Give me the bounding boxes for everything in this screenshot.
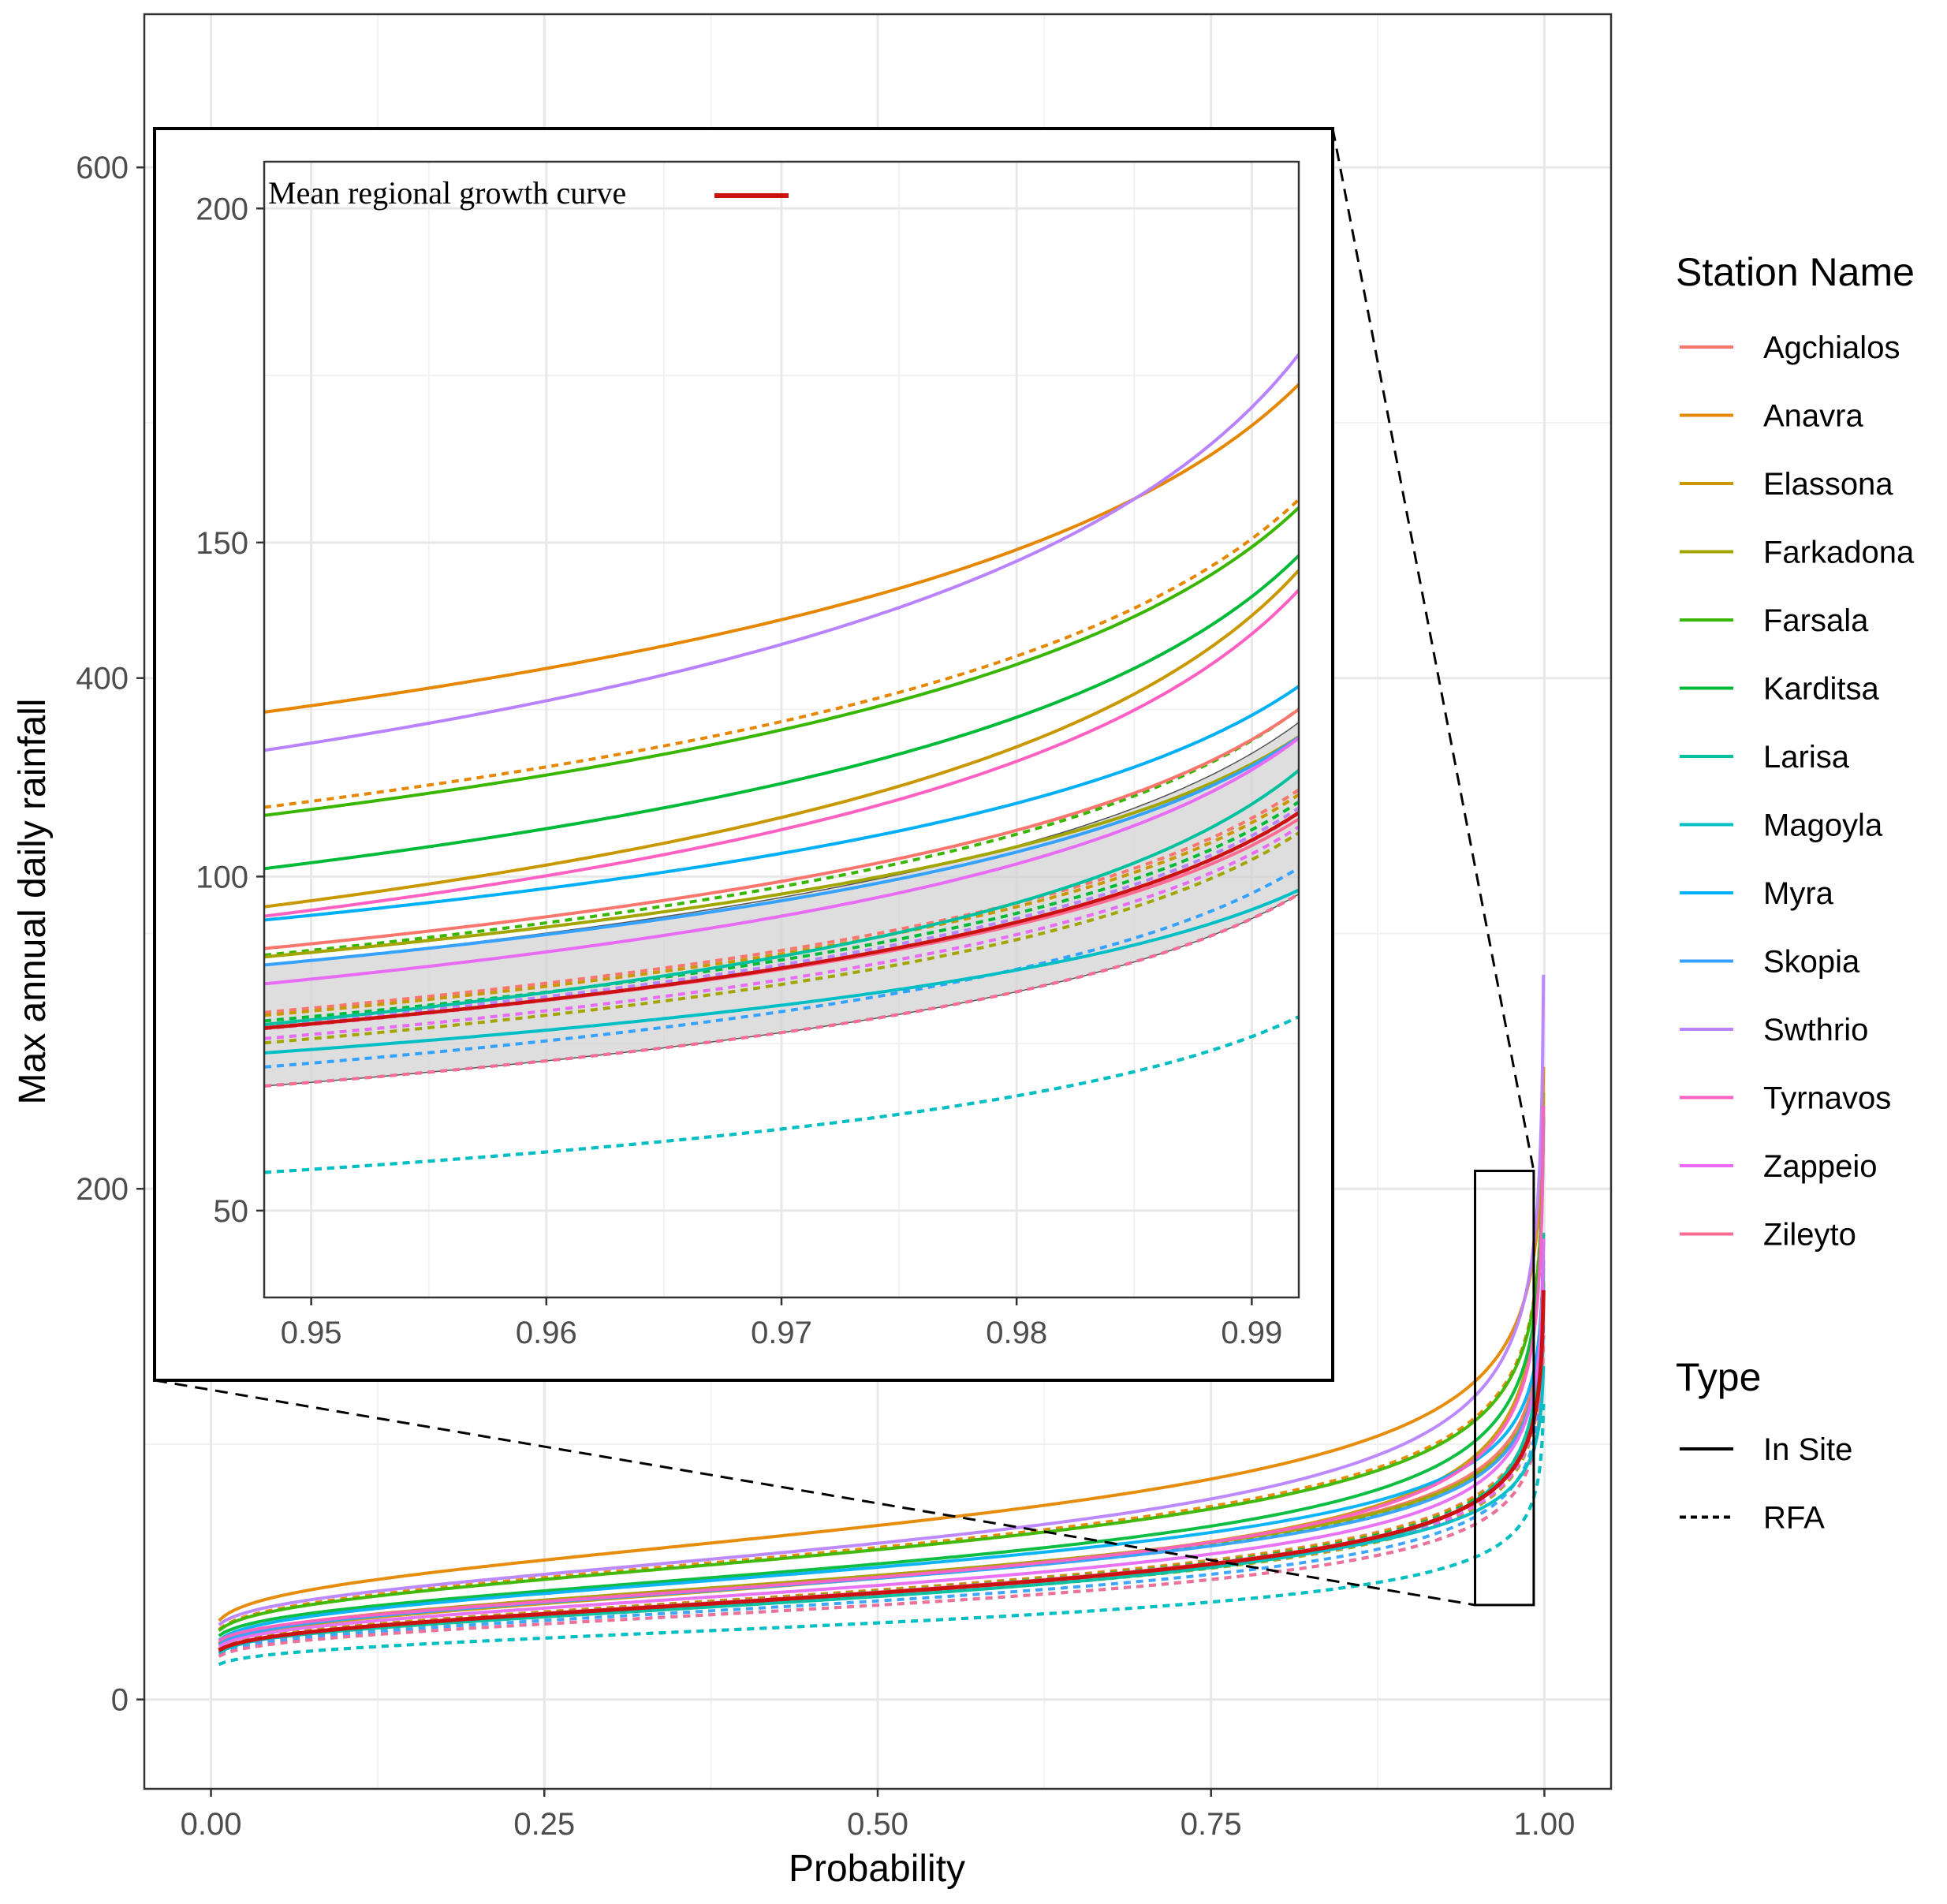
main-series-zappeio-insite xyxy=(218,1238,1546,1648)
legend-label-zileyto: Zileyto xyxy=(1763,1218,1856,1253)
main-series-farsala-insite xyxy=(218,1116,1546,1633)
inset-y-tick-label: 150 xyxy=(196,526,248,561)
inset-series-myra-insite xyxy=(264,685,1299,922)
main-series-karditsa-insite xyxy=(218,1118,1546,1637)
legend-label-farkadona: Farkadona xyxy=(1763,536,1915,570)
main-x-tick-label: 0.75 xyxy=(1181,1807,1242,1842)
inset-x-tick-label: 0.95 xyxy=(281,1316,342,1350)
legend-label-type-rfa: RFA xyxy=(1763,1501,1825,1536)
inset-series-group xyxy=(264,353,1299,1174)
inset-series-karditsa-rfa xyxy=(264,801,1299,1023)
inset-series-farsala-insite xyxy=(264,506,1299,817)
main-mean-regional-curve xyxy=(218,1290,1546,1652)
inset-series-elassona-rfa xyxy=(264,793,1299,1017)
main-series-group xyxy=(218,974,1546,1667)
main-series-farkadona-rfa xyxy=(218,1301,1546,1654)
legend-label-myra: Myra xyxy=(1763,876,1834,911)
legend-label-magoyla: Magoyla xyxy=(1763,808,1883,843)
legend-label-karditsa: Karditsa xyxy=(1763,672,1879,707)
zoom-connector-top xyxy=(1331,128,1535,1171)
legend-label-anavra: Anavra xyxy=(1763,399,1863,434)
main-x-tick-label: 0.50 xyxy=(847,1807,908,1842)
inset-mean-regional-curve xyxy=(264,811,1299,1030)
inset-series-zappeio-insite xyxy=(264,737,1299,986)
legend-station-entries: Agchialos Anavra Elassona Farkadona Farsala K… xyxy=(1680,330,1915,1253)
inset-y-tick-label: 200 xyxy=(196,192,248,226)
inset-y-tick-label: 100 xyxy=(196,860,248,894)
main-x-tick-label: 0.00 xyxy=(181,1807,242,1842)
mean-curve-annotation: Mean regional growth curve xyxy=(268,175,626,211)
inset-series-skopia-rfa xyxy=(264,866,1299,1069)
inset-series-swthrio-rfa xyxy=(264,806,1299,1027)
main-series-zappeio-rfa xyxy=(218,1297,1546,1654)
inset-series-tyrnavos-insite xyxy=(264,588,1299,918)
inset-series-anavra-rfa xyxy=(264,498,1299,809)
legend-type-entries: In Site RFA xyxy=(1680,1432,1852,1536)
inset-series-elassona-insite xyxy=(264,569,1299,909)
inset-series-zappeio-rfa xyxy=(264,825,1299,1040)
main-series-swthrio-insite xyxy=(218,974,1546,1626)
main-y-tick-label: 200 xyxy=(76,1172,129,1207)
main-series-magoyla-rfa xyxy=(218,1404,1546,1667)
legend-title-station: Station Name xyxy=(1676,250,1915,294)
inset-series-farkadona-rfa xyxy=(264,831,1299,1045)
legend-label-type-insite: In Site xyxy=(1763,1432,1852,1467)
inset-x-tick-label: 0.99 xyxy=(1221,1316,1282,1350)
zoom-region-box xyxy=(1474,1170,1535,1607)
legend-label-zappeio: Zappeio xyxy=(1763,1149,1878,1184)
y-axis-title: Max annual daily rainfall xyxy=(12,699,54,1105)
main-axis-ticks: 0.00 0.25 0.50 0.75 1.00 0 200 400 600 xyxy=(76,151,1575,1842)
inset-series-agchialos-rfa xyxy=(264,788,1299,1014)
inset-series-karditsa-insite xyxy=(264,554,1299,871)
legend-label-farsala: Farsala xyxy=(1763,603,1869,638)
legend-title-type: Type xyxy=(1676,1355,1761,1399)
main-y-tick-label: 0 xyxy=(111,1683,129,1718)
inset-series-larisa-insite xyxy=(264,769,1299,1026)
main-y-tick-label: 400 xyxy=(76,662,129,696)
main-series-myra-insite xyxy=(218,1241,1546,1642)
legend: Station Name Agchialos Anavra Elassona Fark… xyxy=(1676,250,1915,1536)
zoom-indicator xyxy=(154,128,1535,1607)
legend-label-skopia: Skopia xyxy=(1763,945,1860,980)
main-series-anavra-insite xyxy=(218,1066,1546,1622)
inset-x-tick-label: 0.98 xyxy=(986,1316,1047,1350)
inset-x-tick-label: 0.97 xyxy=(751,1316,812,1350)
main-y-tick-label: 600 xyxy=(76,151,129,185)
inset-series-skopia-insite xyxy=(264,736,1299,967)
inset-series-farsala-rfa xyxy=(264,707,1299,957)
inset-y-tick-label: 50 xyxy=(214,1194,249,1229)
main-x-tick-label: 0.25 xyxy=(513,1807,575,1842)
legend-label-larisa: Larisa xyxy=(1763,740,1850,775)
legend-label-elassona: Elassona xyxy=(1763,467,1893,502)
inset-series-magoyla-insite xyxy=(264,888,1299,1055)
inset-series-magoyla-rfa xyxy=(264,1015,1299,1174)
inset-series-farkadona-insite xyxy=(264,735,1299,959)
legend-label-swthrio: Swthrio xyxy=(1763,1013,1868,1047)
main-x-tick-label: 1.00 xyxy=(1514,1807,1576,1842)
main-series-tyrnavos-insite xyxy=(218,1106,1546,1642)
inset-x-tick-label: 0.96 xyxy=(516,1316,577,1350)
legend-label-agchialos: Agchialos xyxy=(1763,330,1900,365)
x-axis-title: Probability xyxy=(789,1848,965,1890)
inset-axis-ticks: 0.95 0.96 0.97 0.98 0.99 50 100 150 200 xyxy=(196,192,1282,1350)
zoom-connector-bottom xyxy=(154,1379,1475,1607)
inset-series-agchialos-insite xyxy=(264,707,1299,950)
inset-series-zileyto-rfa xyxy=(264,892,1299,1088)
inset-series-swthrio-insite xyxy=(264,353,1299,752)
legend-label-tyrnavos: Tyrnavos xyxy=(1763,1081,1891,1116)
